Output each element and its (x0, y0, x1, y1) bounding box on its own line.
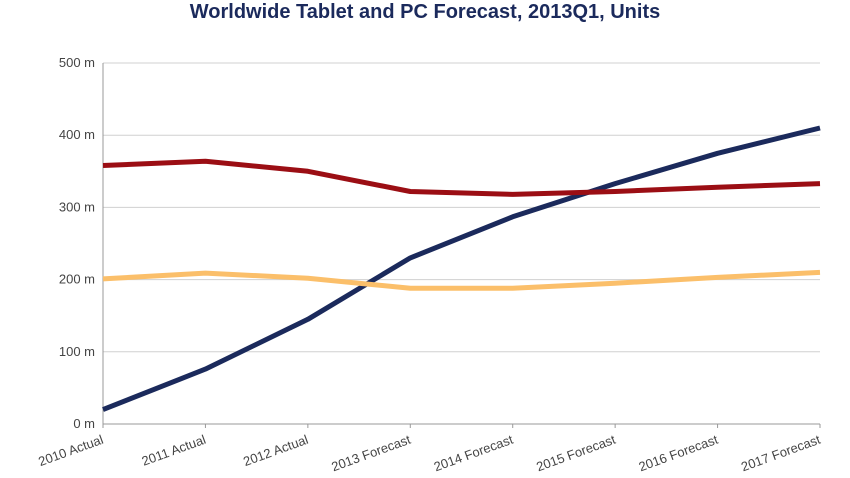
x-tick-label: 2010 Actual (36, 432, 105, 469)
y-tick-label: 0 m (73, 416, 95, 431)
y-tick-label: 200 m (59, 272, 95, 287)
chart-title: Worldwide Tablet and PC Forecast, 2013Q1… (189, 1, 661, 23)
y-tick-label: 500 m (59, 55, 95, 70)
x-tick-label: 2014 Forecast (432, 432, 516, 475)
x-tick-label: 2015 Forecast (534, 432, 618, 475)
series-lines (102, 125, 821, 412)
x-tick-label: 2013 Forecast (329, 432, 413, 475)
x-tick-label: 2016 Forecast (637, 432, 721, 475)
series-line-3 (102, 269, 821, 291)
x-axis-ticks: 2010 Actual 2011 Actual 2012 Actual 2013 Fo… (36, 432, 822, 475)
x-tick-label: 2011 Actual (140, 432, 208, 469)
series-line-1 (102, 125, 821, 412)
series-line-2 (102, 158, 821, 197)
y-tick-label: 300 m (59, 199, 95, 214)
grid-lines (102, 62, 821, 428)
y-axis-ticks: 0 m 100 m 200 m 300 m 400 m 500 m (59, 55, 95, 431)
y-tick-label: 100 m (59, 344, 95, 359)
y-tick-label: 400 m (59, 127, 95, 142)
x-tick-label: 2012 Actual (241, 432, 310, 469)
x-tick-label: 2017 Forecast (739, 432, 823, 475)
